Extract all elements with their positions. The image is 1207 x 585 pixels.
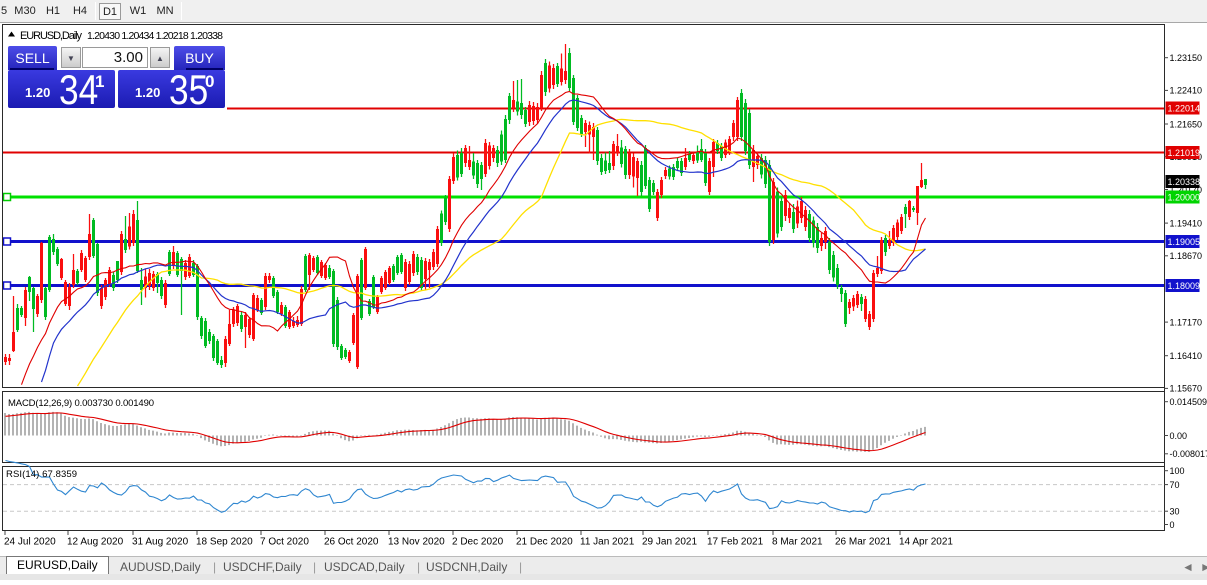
- svg-text:18 Sep 2020: 18 Sep 2020: [196, 537, 253, 548]
- svg-text:1.22014: 1.22014: [1168, 103, 1201, 113]
- svg-text:1.21019: 1.21019: [1168, 148, 1201, 158]
- svg-text:1.19005: 1.19005: [1168, 237, 1201, 247]
- svg-text:17 Feb 2021: 17 Feb 2021: [707, 537, 764, 548]
- svg-text:13 Nov 2020: 13 Nov 2020: [388, 537, 445, 548]
- svg-text:MACD(12,26,9) 0.003730 0.00149: MACD(12,26,9) 0.003730 0.001490: [8, 398, 154, 409]
- svg-text:1.18670: 1.18670: [1170, 251, 1203, 261]
- svg-text:14 Apr 2021: 14 Apr 2021: [899, 537, 953, 548]
- svg-text:1.17170: 1.17170: [1170, 317, 1203, 327]
- svg-text:1.15670: 1.15670: [1170, 384, 1203, 394]
- svg-text:0: 0: [1170, 520, 1175, 530]
- svg-text:26 Mar 2021: 26 Mar 2021: [835, 537, 892, 548]
- svg-text:1.22410: 1.22410: [1170, 86, 1203, 96]
- svg-text:24 Jul 2020: 24 Jul 2020: [4, 537, 56, 548]
- svg-text:26 Oct 2020: 26 Oct 2020: [324, 537, 379, 548]
- svg-text:21 Dec 2020: 21 Dec 2020: [516, 537, 573, 548]
- svg-text:RSI(14) 67.8359: RSI(14) 67.8359: [6, 469, 77, 480]
- svg-text:1.19410: 1.19410: [1170, 218, 1203, 228]
- svg-text:1.16410: 1.16410: [1170, 351, 1203, 361]
- svg-text:0.00: 0.00: [1170, 431, 1188, 441]
- svg-text:1.21650: 1.21650: [1170, 119, 1203, 129]
- svg-text:EURUSD,Daily: EURUSD,Daily: [20, 30, 83, 42]
- svg-text:11 Jan 2021: 11 Jan 2021: [580, 537, 635, 548]
- svg-text:30: 30: [1170, 507, 1180, 517]
- svg-text:1.20430 1.20434 1.20218 1.2033: 1.20430 1.20434 1.20218 1.20338: [87, 30, 223, 42]
- svg-text:29 Jan 2021: 29 Jan 2021: [642, 537, 697, 548]
- svg-text:100: 100: [1170, 466, 1185, 476]
- svg-text:8 Mar 2021: 8 Mar 2021: [772, 537, 823, 548]
- svg-text:31 Aug 2020: 31 Aug 2020: [132, 537, 189, 548]
- svg-text:0.014509: 0.014509: [1170, 397, 1207, 407]
- svg-text:1.20000: 1.20000: [1168, 192, 1201, 202]
- svg-text:1.23150: 1.23150: [1170, 53, 1203, 63]
- svg-text:-0.008017: -0.008017: [1170, 449, 1207, 459]
- svg-text:12 Aug 2020: 12 Aug 2020: [67, 537, 124, 548]
- svg-text:1.18009: 1.18009: [1168, 281, 1201, 291]
- svg-text:1.20338: 1.20338: [1168, 177, 1201, 187]
- svg-text:2 Dec 2020: 2 Dec 2020: [452, 537, 504, 548]
- svg-text:70: 70: [1170, 480, 1180, 490]
- svg-text:7 Oct 2020: 7 Oct 2020: [260, 537, 309, 548]
